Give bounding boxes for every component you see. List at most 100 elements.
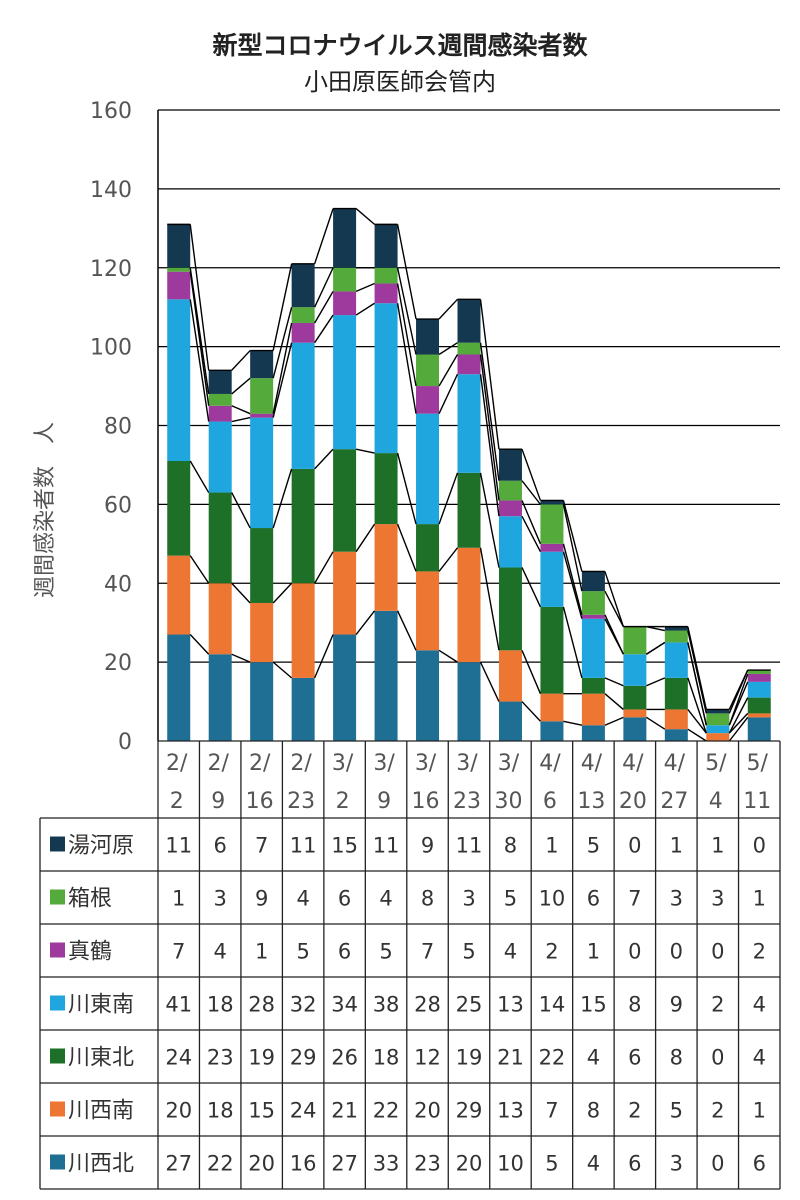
bar-segment [540, 500, 564, 505]
table-cell-value: 3 [462, 887, 475, 911]
table-cell-value: 1 [711, 834, 724, 858]
bar-segment [250, 602, 274, 663]
bar-segment [333, 208, 357, 268]
bar-segment [416, 386, 440, 414]
table-cell-value: 11 [373, 834, 400, 858]
table-cell-value: 18 [373, 1046, 400, 1070]
bar-segment [581, 571, 605, 592]
table-cell-value: 9 [421, 834, 434, 858]
bar-segment [291, 468, 315, 584]
table-cell-value: 9 [255, 887, 268, 911]
legend-label: 川東南 [68, 993, 134, 1018]
bar-segment [498, 567, 522, 651]
table-cell-value: 1 [670, 834, 683, 858]
table-cell-value: 1 [545, 834, 558, 858]
table-cell-value: 22 [539, 1046, 566, 1070]
bar-segment [706, 733, 730, 741]
table-cell-value: 0 [711, 1046, 724, 1070]
bar-segment [623, 685, 647, 710]
table-cell-value: 3 [711, 887, 724, 911]
table-cell-value: 8 [421, 887, 434, 911]
table-cell-value: 2 [711, 1099, 724, 1123]
table-cell-value: 2 [711, 993, 724, 1017]
legend-label: 湯河原 [68, 834, 134, 859]
bar-segment [291, 583, 315, 678]
x-tick-label-month: 4/ [664, 751, 686, 776]
bar-segment [664, 630, 688, 643]
legend-swatch [50, 836, 65, 852]
bar-segment [167, 271, 191, 300]
y-tick-label: 120 [90, 257, 132, 282]
table-cell-value: 10 [497, 1152, 524, 1176]
legend-swatch [50, 1154, 65, 1170]
bar-segment [747, 697, 771, 714]
y-tick-label: 0 [118, 730, 132, 755]
table-cell-value: 4 [296, 887, 309, 911]
table-cell-value: 13 [497, 993, 524, 1017]
series-line [189, 448, 749, 734]
bar-segment [333, 291, 357, 316]
table-cell-value: 15 [580, 993, 607, 1017]
y-tick-label: 100 [90, 336, 132, 361]
table-cell-value: 4 [587, 1046, 600, 1070]
bar-segment [250, 350, 274, 379]
bar-segment [706, 725, 730, 734]
table-cell-value: 20 [414, 1099, 441, 1123]
table-cell-value: 24 [165, 1046, 192, 1070]
legend-label: 川西南 [68, 1099, 134, 1124]
table-cell-value: 9 [670, 993, 683, 1017]
table-cell-value: 1 [172, 887, 185, 911]
table-cell-value: 6 [587, 887, 600, 911]
bar-segment [333, 449, 357, 552]
bar-segment [416, 354, 440, 387]
table-cell-value: 3 [214, 887, 227, 911]
bar-segment [457, 299, 481, 343]
table-cell-value: 23 [207, 1046, 234, 1070]
table-cell-value: 20 [456, 1152, 483, 1176]
bar-segment [374, 453, 398, 525]
x-tick-label-month: 4/ [539, 751, 561, 776]
series-connector-lines [167, 207, 771, 742]
table-cell-value: 12 [414, 1046, 441, 1070]
table-cell-value: 2 [545, 940, 558, 964]
bar-segment [291, 307, 315, 323]
bar-segment [664, 729, 688, 741]
bar-segment [374, 303, 398, 454]
legend-label: 箱根 [68, 887, 112, 912]
bar-segment [706, 709, 730, 714]
table-cell-value: 6 [338, 887, 351, 911]
table-cell-value: 2 [753, 940, 766, 964]
series-line [189, 523, 749, 734]
bar-segment [664, 677, 688, 710]
bar-segment [623, 717, 647, 741]
y-tick-label: 60 [104, 493, 132, 518]
table-cell-value: 10 [539, 887, 566, 911]
table-cell-value: 7 [172, 940, 185, 964]
x-tick-label-day: 4 [709, 789, 723, 814]
table-cell-value: 11 [290, 834, 317, 858]
x-tick-label-day: 6 [543, 789, 557, 814]
table-cell-value: 2 [628, 1099, 641, 1123]
bar-segment [167, 460, 191, 556]
table-cell-value: 4 [504, 940, 517, 964]
bar-segment [581, 725, 605, 741]
y-tick-label: 80 [104, 415, 132, 440]
bar-segment [457, 662, 481, 741]
bar-segment [208, 654, 232, 741]
bar-segment [623, 654, 647, 686]
data-table: 2/22/92/162/233/23/93/163/233/304/64/134… [39, 740, 781, 1190]
bar-segment [208, 393, 232, 406]
table-cell-value: 3 [670, 887, 683, 911]
bar-segment [747, 717, 771, 741]
table-cell-value: 4 [214, 940, 227, 964]
bar-segment [457, 342, 481, 355]
table-cell-value: 38 [373, 993, 400, 1017]
x-tick-label-day: 13 [577, 789, 605, 814]
bar-segment [498, 650, 522, 702]
bar-segment [167, 299, 191, 461]
bar-segment [250, 378, 274, 414]
bar-segment [333, 315, 357, 450]
bar-segment [291, 263, 315, 308]
bar-segment [333, 551, 357, 635]
